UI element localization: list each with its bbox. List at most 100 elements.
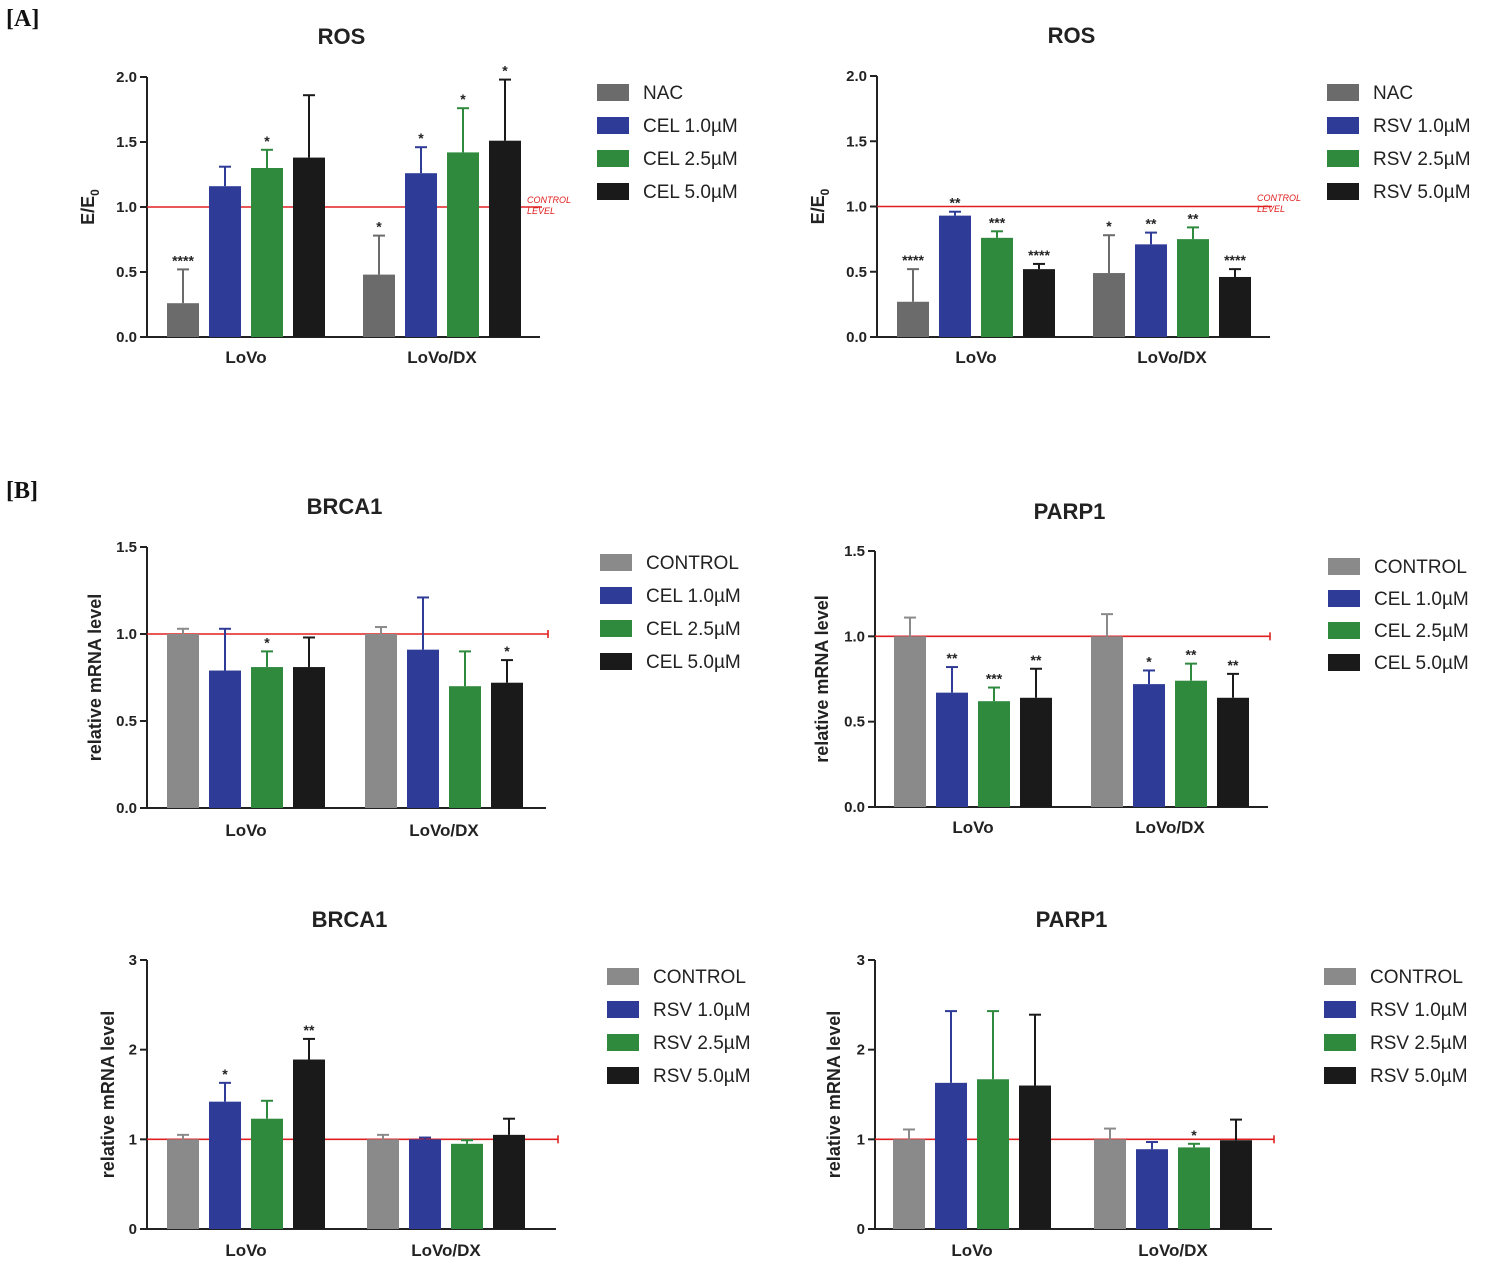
bar [1133, 684, 1165, 807]
bar [167, 303, 199, 337]
significance-label: ** [1031, 652, 1042, 668]
legend-swatch [1327, 150, 1359, 167]
significance-label: * [504, 643, 510, 659]
x-category-label: LoVo/DX [1138, 1241, 1208, 1260]
legend-label: CEL 1.0µM [646, 586, 741, 607]
x-category-label: LoVo/DX [1135, 818, 1205, 837]
legend-swatch [597, 84, 629, 101]
chart-title: ROS [318, 24, 366, 49]
legend-swatch [1328, 590, 1360, 607]
y-axis-label: relative mRNA level [812, 595, 832, 762]
legend-swatch [597, 183, 629, 200]
chart-brca1-cel: BRCA1 relative mRNA level 0.0 0.5 1.0 1.5 * LoV… [0, 470, 760, 860]
bar [251, 667, 283, 808]
bar [1178, 1147, 1210, 1229]
bar [1219, 276, 1251, 337]
bar [489, 140, 521, 337]
significance-label: * [502, 63, 508, 79]
chart-svg: ROSE/E00.00.51.01.52.0CONTROLLEVEL******… [808, 23, 1471, 367]
bar [1177, 239, 1209, 337]
bar [935, 1082, 967, 1229]
x-category-label: LoVo [952, 818, 993, 837]
legend-label: CEL 5.0µM [646, 652, 741, 673]
x-category-label: LoVo [225, 1241, 266, 1260]
bar [209, 670, 241, 808]
y-tick-label: 0 [857, 1221, 865, 1238]
panel-label-a: [A] [6, 6, 40, 32]
bar [1094, 1139, 1126, 1229]
panel-label-b: [B] [6, 478, 38, 504]
bar [365, 634, 397, 808]
legend-label: RSV 5.0µM [1370, 1066, 1468, 1087]
significance-label: * [1146, 653, 1152, 669]
legend-swatch [1324, 1001, 1356, 1018]
bar [449, 686, 481, 808]
legend-label: RSV 5.0µM [1373, 182, 1471, 203]
bar [293, 157, 325, 337]
chart-ros-cel: ROS E/E0 0.0 0.5 1.0 1.5 2.0 CONTROL LEVEL **** * L… [0, 0, 760, 420]
bar [293, 1059, 325, 1229]
legend-label: RSV 2.5µM [1373, 149, 1471, 170]
legend-swatch [1328, 558, 1360, 575]
y-axis-label-text: E/E [808, 195, 828, 224]
significance-label: *** [986, 671, 1003, 687]
significance-label: ** [1146, 216, 1157, 232]
bar [897, 301, 929, 337]
chart-svg: ROSE/E00.00.51.01.52.0CONTROLLEVEL*****L… [78, 24, 738, 367]
legend-swatch [607, 1067, 639, 1084]
bar [893, 1139, 925, 1229]
y-tick-label: 1.5 [116, 539, 137, 556]
significance-label: * [1106, 218, 1112, 234]
bar [978, 701, 1010, 807]
y-axis-label-text: relative mRNA level [812, 595, 832, 762]
bar [894, 636, 926, 807]
legend-swatch [597, 150, 629, 167]
chart-title: BRCA1 [307, 494, 383, 519]
significance-label: * [460, 91, 466, 107]
bar [936, 692, 968, 807]
x-category-label: LoVo [225, 821, 266, 840]
y-axis-label: relative mRNA level [85, 594, 105, 761]
control-level-note: CONTROL [1257, 193, 1301, 203]
y-tick-label: 1.5 [844, 543, 865, 560]
y-axis-label-subscript: 0 [818, 188, 832, 195]
x-category-label: LoVo/DX [409, 821, 479, 840]
bar [1175, 680, 1207, 807]
bar [1091, 636, 1123, 807]
y-axis-label-text: relative mRNA level [98, 1011, 118, 1178]
y-tick-label: 1.0 [116, 199, 137, 216]
bar [939, 215, 971, 337]
significance-label: * [418, 130, 424, 146]
y-axis-label-text: relative mRNA level [85, 594, 105, 761]
bar [367, 1139, 399, 1229]
y-tick-label: 0.0 [116, 800, 137, 817]
bar [493, 1134, 525, 1229]
significance-label: * [264, 133, 270, 149]
significance-label: ** [1228, 657, 1239, 673]
y-tick-label: 1.5 [116, 134, 137, 151]
bar [977, 1079, 1009, 1229]
significance-label: * [264, 634, 270, 650]
bar [407, 649, 439, 808]
legend-swatch [1324, 968, 1356, 985]
legend-swatch [1327, 117, 1359, 134]
bar [251, 1118, 283, 1229]
bar [209, 1101, 241, 1229]
significance-label: ** [1188, 210, 1199, 226]
bar [1023, 269, 1055, 337]
legend-label: NAC [643, 83, 683, 104]
legend-label: RSV 1.0µM [1370, 1000, 1468, 1021]
y-axis-label-text: E/E [78, 196, 98, 225]
legend-label: RSV 2.5µM [1370, 1033, 1468, 1054]
control-level-note: LEVEL [1257, 204, 1285, 214]
significance-label: **** [1224, 252, 1246, 268]
bar [251, 168, 283, 337]
legend-label: CEL 1.0µM [643, 116, 738, 137]
bar [167, 1139, 199, 1229]
y-tick-label: 0 [129, 1221, 137, 1238]
legend-label: CEL 5.0µM [643, 182, 738, 203]
y-tick-label: 3 [129, 952, 137, 969]
chart-svg: PARP1 relative mRNA level 0 1 2 3 LoVo * LoVo/DX… [824, 907, 1468, 1260]
